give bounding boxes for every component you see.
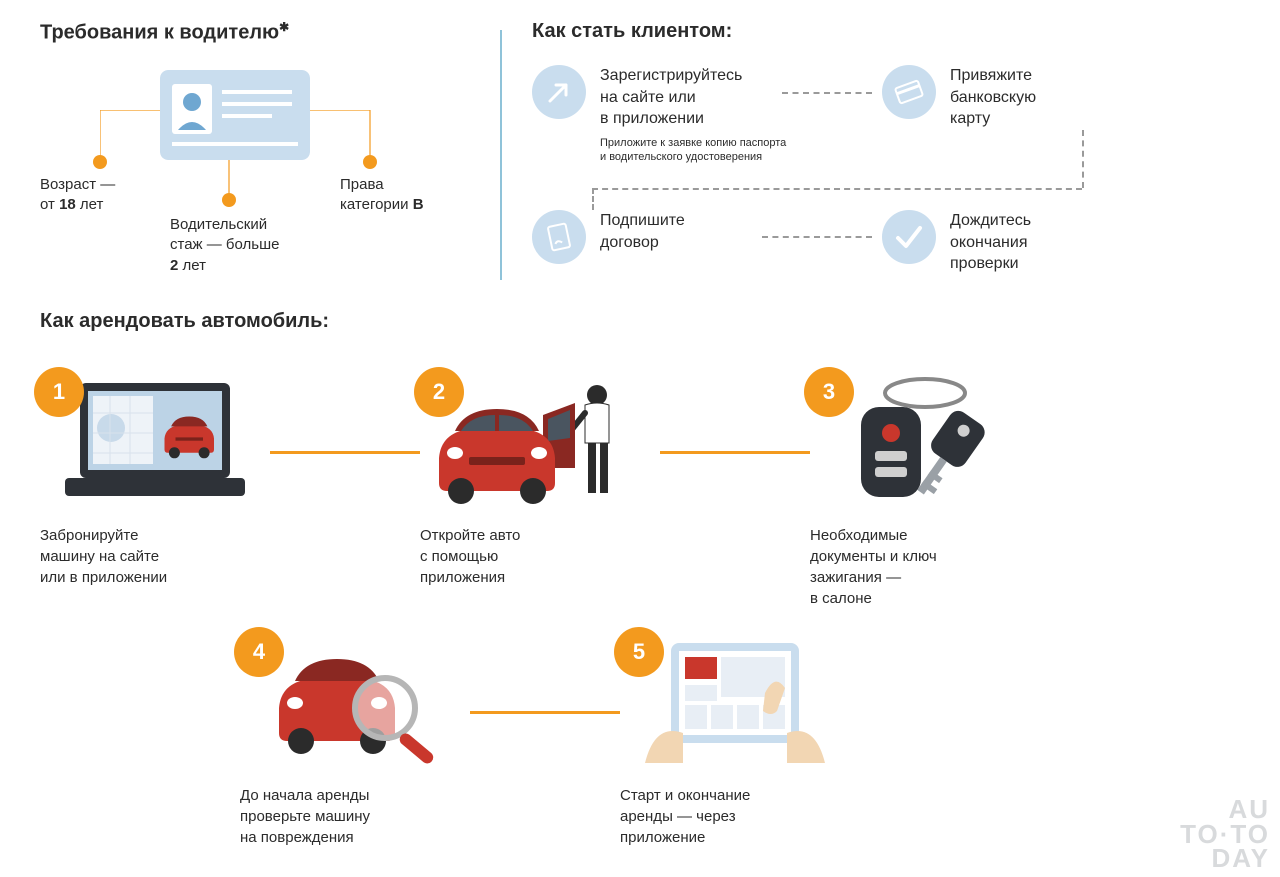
document-icon: [532, 210, 586, 264]
step-connector: [470, 711, 620, 714]
dash-connector: [762, 236, 872, 238]
rent-step-4-text: До начала арендыпроверьте машинуна повре…: [240, 785, 470, 848]
client-title: Как стать клиентом:: [532, 20, 1240, 43]
dash-connector: [1082, 130, 1084, 188]
client-step-1-text: Зарегистрируйтесьна сайте илив приложени…: [600, 65, 760, 130]
req-age: Возраст —от 18 лет: [40, 175, 115, 216]
dash-connector: [782, 92, 872, 94]
requirements-title: Требования к водителю✱: [40, 20, 470, 45]
step-badge: 4: [234, 627, 284, 677]
check-icon: [882, 210, 936, 264]
rent-step-1: 1: [40, 373, 270, 588]
rent-section: Как арендовать автомобиль: 1: [0, 280, 1280, 833]
connector-line: [100, 110, 170, 170]
step-connector: [660, 451, 810, 454]
step-badge: 3: [804, 367, 854, 417]
id-card-icon: [160, 70, 310, 160]
watermark: AUTO·TODAY: [1180, 797, 1270, 871]
arrow-icon: [532, 65, 586, 119]
rent-step-5-text: Старт и окончаниеаренды — черезприложени…: [620, 785, 850, 848]
rent-step-4: 4 До начала арендыпроверьте машинуна пов…: [240, 633, 470, 848]
rent-step-1-text: Забронируйтемашину на сайтеили в приложе…: [40, 525, 270, 588]
vertical-divider: [500, 30, 502, 280]
dot-marker: [363, 155, 377, 169]
req-category: Правакатегории B: [340, 175, 424, 216]
step-badge: 5: [614, 627, 664, 677]
rent-step-3-text: Необходимыедокументы и ключзажигания —в …: [810, 525, 1040, 609]
dot-marker: [93, 155, 107, 169]
client-section: Как стать клиентом: Зарегистрируйтесьна …: [532, 20, 1240, 280]
step-connector: [270, 451, 420, 454]
rent-step-2: 2: [420, 373, 650, 588]
client-step-3-text: Подпишитедоговор: [600, 210, 685, 253]
dot-marker: [222, 193, 236, 207]
requirements-section: Требования к водителю✱ Возраст —от 18 ле…: [40, 20, 470, 280]
client-step-2-text: Привяжитебанковскуюкарту: [950, 65, 1036, 130]
rent-title: Как арендовать автомобиль:: [40, 310, 1240, 333]
client-step-4-text: Дождитесьокончанияпроверки: [950, 210, 1031, 275]
step-badge: 2: [414, 367, 464, 417]
client-step-3: Подпишитедоговор: [532, 210, 685, 264]
step-badge: 1: [34, 367, 84, 417]
rent-step-3: 3: [810, 373, 1040, 609]
card-icon: [882, 65, 936, 119]
client-step-1-sub: Приложите к заявке копию паспортаи водит…: [600, 136, 786, 165]
client-step-4: Дождитесьокончанияпроверки: [882, 210, 1031, 275]
client-step-2: Привяжитебанковскуюкарту: [882, 65, 1036, 130]
rent-step-5: 5 Старт: [620, 633, 850, 848]
dash-connector: [592, 188, 594, 210]
client-step-1: Зарегистрируйтесьна сайте илив приложени…: [532, 65, 786, 164]
rent-step-2-text: Откройте автос помощьюприложения: [420, 525, 650, 588]
req-experience: Водительскийстаж — больше2 лет: [170, 215, 279, 276]
dash-connector: [592, 188, 1082, 190]
